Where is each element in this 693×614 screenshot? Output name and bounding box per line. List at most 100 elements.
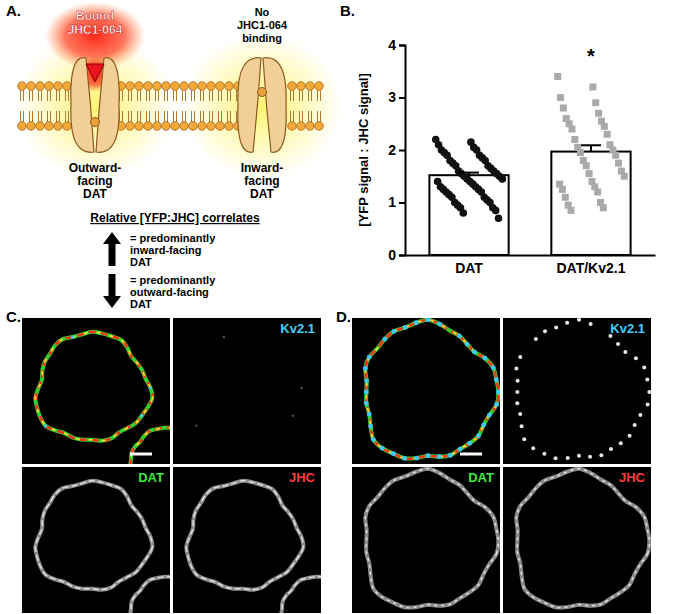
punctum bbox=[520, 424, 524, 428]
data-point bbox=[594, 189, 601, 196]
punctum bbox=[481, 423, 486, 428]
lipid-head bbox=[144, 82, 153, 91]
punctum bbox=[364, 390, 369, 395]
error-bar bbox=[459, 173, 479, 176]
punctum bbox=[628, 434, 632, 438]
punctum bbox=[534, 337, 538, 341]
label: DAT bbox=[250, 187, 274, 201]
punctum bbox=[371, 437, 376, 442]
cell-outline bbox=[365, 320, 498, 459]
label: binding bbox=[242, 32, 282, 44]
cell-outline bbox=[35, 481, 152, 590]
channel-label: JHC bbox=[289, 470, 316, 485]
image-background bbox=[173, 318, 321, 464]
image-kv: Kv2.1 bbox=[503, 318, 651, 464]
punctum bbox=[457, 334, 462, 339]
lipid-head bbox=[63, 82, 72, 91]
lipid-head bbox=[180, 122, 189, 131]
data-point bbox=[460, 209, 468, 217]
x-tick-label: DAT/Kv2.1 bbox=[556, 260, 625, 276]
image-background bbox=[22, 467, 170, 613]
image-content bbox=[516, 469, 649, 608]
punctum bbox=[623, 350, 627, 354]
lipid-head bbox=[225, 122, 234, 131]
gate bbox=[258, 88, 267, 97]
lipid-head bbox=[297, 82, 306, 91]
data-point bbox=[604, 131, 611, 138]
lipid-head bbox=[225, 82, 234, 91]
image-dat: DAT bbox=[352, 467, 500, 613]
punctum bbox=[516, 379, 520, 383]
annotation: * bbox=[587, 45, 595, 67]
cell-outline bbox=[516, 469, 649, 608]
lipid-head bbox=[315, 122, 324, 131]
label: inward-facing bbox=[130, 244, 202, 256]
lipid-head bbox=[27, 82, 36, 91]
punctum bbox=[140, 414, 143, 417]
punctum bbox=[437, 322, 442, 327]
lipid-head bbox=[288, 122, 297, 131]
scale-bar bbox=[460, 453, 482, 456]
cell-outline bbox=[186, 481, 303, 590]
y-tick-label: 3 bbox=[388, 89, 396, 105]
label: = predominantly bbox=[130, 232, 216, 244]
image-background bbox=[22, 318, 170, 464]
lipid-head bbox=[189, 122, 198, 131]
punctum bbox=[367, 412, 372, 417]
data-point bbox=[568, 126, 575, 133]
cell-outline bbox=[365, 469, 498, 608]
punctum bbox=[645, 378, 649, 382]
punctum bbox=[638, 413, 642, 417]
data-point bbox=[568, 207, 575, 214]
label: DAT bbox=[130, 256, 152, 268]
image-content bbox=[35, 481, 170, 613]
data-point bbox=[592, 99, 599, 106]
cell-outline bbox=[35, 332, 152, 441]
punctum bbox=[483, 356, 488, 361]
label: DAT bbox=[130, 298, 152, 310]
punctum bbox=[437, 454, 442, 459]
lipid-head bbox=[135, 122, 144, 131]
data-point bbox=[577, 149, 584, 156]
error-cap bbox=[581, 144, 601, 146]
image-content bbox=[186, 481, 321, 613]
punctum bbox=[292, 415, 294, 417]
punctum bbox=[518, 412, 522, 416]
lipid-head bbox=[135, 82, 144, 91]
punctum bbox=[642, 366, 646, 370]
data-point bbox=[601, 123, 608, 130]
image-background bbox=[503, 318, 651, 464]
y-tick-label: 1 bbox=[388, 194, 396, 210]
image-content bbox=[195, 336, 302, 427]
data-point bbox=[554, 73, 561, 80]
cell-outline bbox=[365, 320, 498, 459]
punctum bbox=[566, 456, 570, 460]
lipid-head bbox=[27, 122, 36, 131]
panel-label: C. bbox=[6, 308, 21, 325]
panel-b: 01234DATDAT/Kv2.1[YFP signal : JHC signa… bbox=[356, 37, 656, 276]
punctum bbox=[458, 447, 463, 452]
transporter-half bbox=[263, 58, 286, 153]
inward-transporter bbox=[238, 58, 286, 153]
y-tick: 0 bbox=[388, 247, 405, 263]
lipid-head bbox=[216, 82, 225, 91]
punctum bbox=[472, 350, 477, 355]
label: Bound bbox=[76, 9, 114, 23]
bar bbox=[429, 175, 508, 255]
punctum bbox=[619, 441, 623, 445]
data-point bbox=[595, 110, 602, 117]
image-background bbox=[352, 318, 500, 464]
punctum bbox=[577, 318, 581, 322]
lipid-head bbox=[153, 122, 162, 131]
image-content bbox=[514, 318, 651, 460]
label: = predominantly bbox=[130, 274, 216, 286]
punctum bbox=[554, 325, 558, 329]
punctum bbox=[647, 390, 651, 394]
lipid-head bbox=[189, 82, 198, 91]
punctum bbox=[223, 336, 225, 338]
arrow bbox=[103, 232, 121, 266]
image-merge bbox=[352, 317, 501, 464]
lipid-head bbox=[180, 82, 189, 91]
channel-label: DAT bbox=[138, 470, 164, 485]
x-axis: DATDAT/Kv2.1 bbox=[406, 256, 656, 276]
